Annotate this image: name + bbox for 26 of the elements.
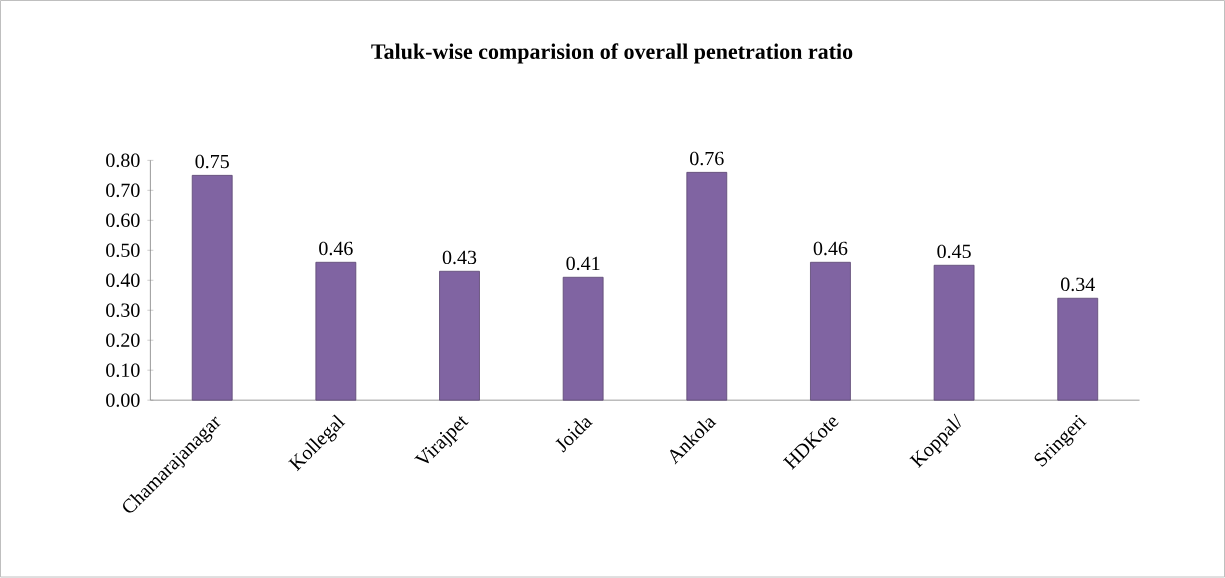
- y-tick-label: 0.50: [106, 243, 140, 258]
- bar: [191, 175, 233, 401]
- y-tick-label: 0.00: [106, 393, 140, 408]
- data-label: 0.46: [319, 241, 353, 256]
- y-tick-label: 0.20: [106, 333, 140, 348]
- y-tick-label: 0.40: [106, 273, 140, 288]
- bar: [1057, 298, 1099, 401]
- y-tick-label: 0.10: [106, 363, 140, 378]
- data-label: 0.75: [195, 154, 229, 169]
- y-tick-label: 0.60: [106, 213, 140, 228]
- bar: [686, 172, 728, 401]
- chart-title: Taluk-wise comparision of overall penetration ratio: [371, 43, 853, 64]
- bar: [439, 271, 480, 401]
- data-label: 0.34: [1061, 277, 1095, 292]
- bar: [810, 262, 851, 401]
- y-tick-label: 0.70: [106, 183, 140, 198]
- y-tick-label: 0.30: [106, 303, 140, 318]
- bar: [315, 262, 357, 401]
- bar: [562, 277, 604, 401]
- data-label: 0.41: [566, 256, 600, 271]
- bar: [933, 265, 975, 401]
- data-label: 0.76: [690, 151, 724, 166]
- data-label: 0.43: [442, 250, 477, 265]
- data-label: 0.46: [813, 241, 848, 256]
- data-label: 0.45: [937, 244, 971, 259]
- y-tick-label: 0.80: [106, 153, 140, 168]
